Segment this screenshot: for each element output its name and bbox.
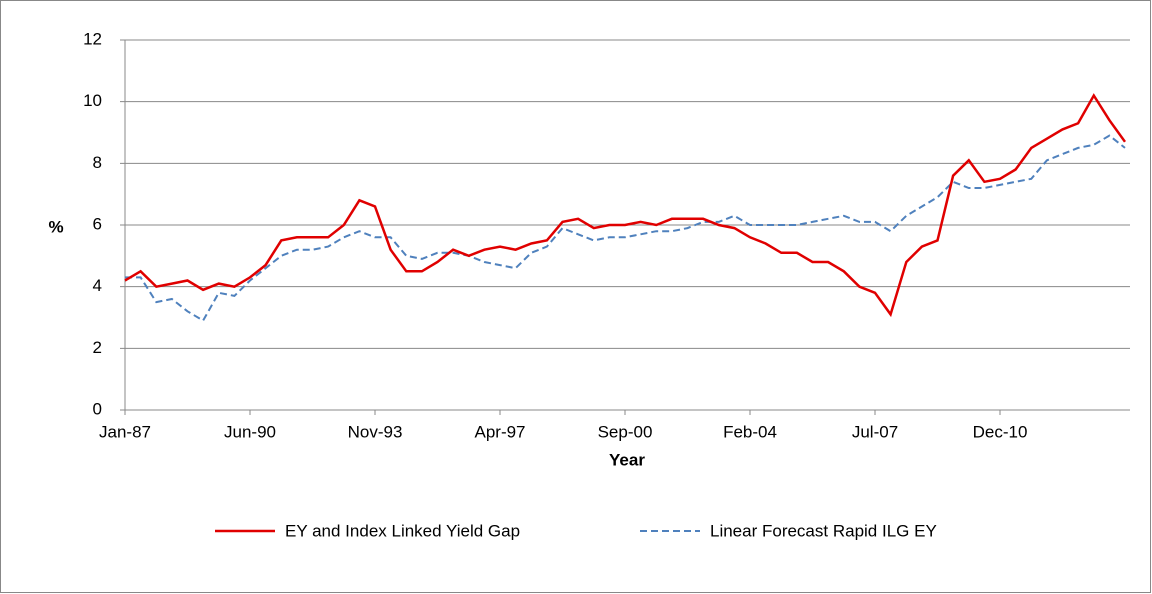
legend-label: EY and Index Linked Yield Gap	[285, 521, 520, 540]
y-tick-label: 4	[93, 276, 102, 295]
y-tick-label: 0	[93, 399, 102, 418]
x-tick-label: Jul-07	[852, 422, 898, 441]
legend-label: Linear Forecast Rapid ILG EY	[710, 521, 937, 540]
y-tick-label: 8	[93, 153, 102, 172]
x-tick-label: Jun-90	[224, 422, 276, 441]
series-line	[125, 134, 1126, 322]
x-tick-label: Jan-87	[99, 422, 151, 441]
y-tick-label: 6	[93, 214, 102, 233]
y-tick-label: 2	[93, 338, 102, 357]
x-tick-label: Apr-97	[474, 422, 525, 441]
x-tick-label: Sep-00	[598, 422, 653, 441]
series-line	[124, 93, 1127, 318]
x-tick-label: Dec-10	[973, 422, 1028, 441]
y-tick-label: 12	[83, 29, 102, 48]
x-tick-label: Nov-93	[348, 422, 403, 441]
x-tick-label: Feb-04	[723, 422, 777, 441]
x-axis-label: Year	[609, 450, 645, 469]
y-tick-label: 10	[83, 91, 102, 110]
y-axis-label: %	[48, 217, 63, 236]
